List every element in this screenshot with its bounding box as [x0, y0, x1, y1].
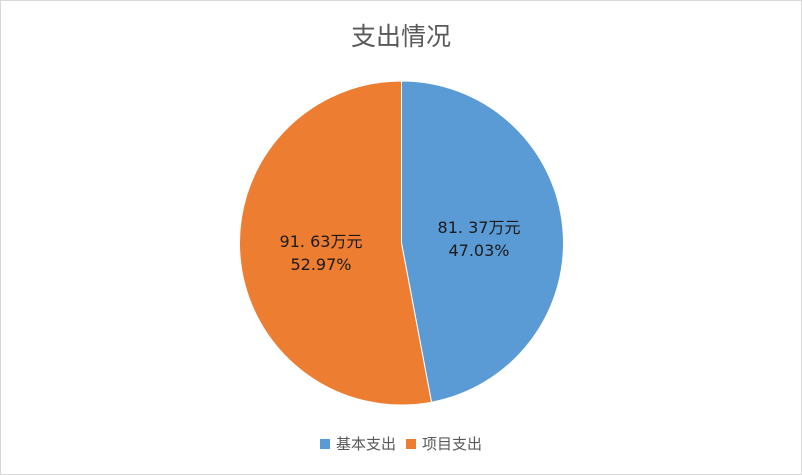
legend-label-basic: 基本支出	[335, 435, 396, 453]
chart-title: 支出情况	[350, 22, 451, 51]
data-label-project-percent: 52.97%	[290, 255, 351, 274]
legend-label-project: 项目支出	[422, 435, 483, 453]
pie-slice-project	[239, 80, 433, 406]
data-label-basic-value: 81. 37万元	[438, 218, 521, 237]
data-label-basic-percent: 47.03%	[448, 241, 509, 260]
legend-item-basic: 基本支出	[319, 433, 396, 454]
legend-swatch-project	[406, 438, 416, 449]
legend-item-project: 项目支出	[406, 433, 482, 454]
pie-slice-basic	[401, 80, 564, 403]
data-label-project-value: 91. 63万元	[280, 232, 363, 251]
legend-swatch-basic	[319, 438, 330, 449]
legend: 基本支出 项目支出	[1, 433, 801, 454]
